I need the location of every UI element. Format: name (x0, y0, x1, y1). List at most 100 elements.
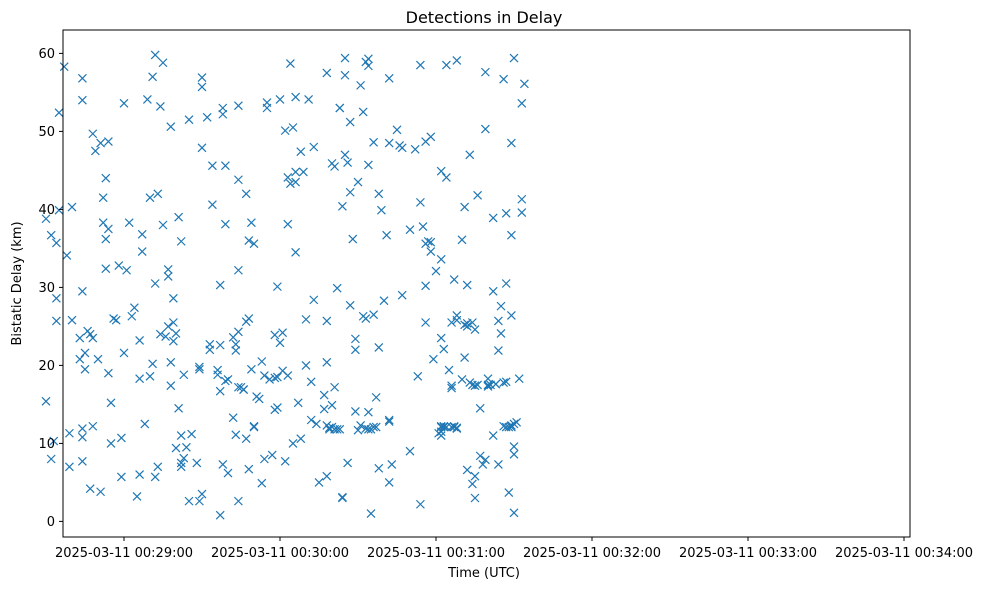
data-point (517, 194, 527, 204)
data-point (239, 385, 249, 395)
data-point (176, 458, 186, 468)
data-point (335, 424, 345, 434)
data-point (148, 359, 158, 369)
data-point (392, 125, 402, 135)
data-point (194, 362, 204, 372)
data-point (291, 167, 301, 177)
y-tick-label: 0 (47, 515, 55, 530)
data-point (215, 510, 225, 520)
data-point (233, 496, 243, 506)
data-point (436, 254, 446, 264)
x-tick-label: 2025-03-11 00:29:00 (55, 546, 193, 561)
data-point (241, 189, 251, 199)
data-point (285, 59, 295, 68)
data-point (512, 417, 522, 427)
data-point (77, 95, 87, 105)
data-point (176, 462, 186, 472)
data-point (374, 463, 384, 473)
data-point (304, 94, 314, 104)
data-point (150, 279, 160, 288)
data-point (421, 318, 431, 327)
data-point (470, 325, 480, 334)
data-point (249, 239, 259, 249)
data-point (428, 354, 438, 364)
data-point (350, 406, 360, 416)
data-point (363, 407, 373, 417)
data-point (187, 429, 197, 439)
data-point (397, 143, 407, 153)
data-point (467, 318, 477, 327)
data-point (103, 224, 113, 234)
data-point (426, 247, 436, 256)
data-point (155, 102, 165, 111)
data-point (374, 343, 384, 352)
data-point (158, 58, 168, 68)
data-point (96, 138, 106, 148)
data-point (153, 462, 163, 472)
data-point (207, 161, 217, 171)
data-point (415, 499, 425, 509)
data-point (51, 238, 61, 248)
x-tick-label: 2025-03-11 00:30:00 (211, 546, 349, 561)
data-point (122, 265, 132, 275)
data-point (77, 456, 87, 466)
data-point (218, 460, 228, 469)
data-point (80, 364, 90, 374)
data-point (504, 488, 514, 497)
data-point (397, 290, 407, 300)
data-point (283, 172, 293, 182)
data-point (246, 218, 256, 228)
data-point (457, 235, 467, 245)
data-point (488, 213, 498, 223)
data-point (291, 177, 301, 187)
data-point (501, 208, 511, 218)
data-point (228, 413, 238, 423)
data-point (462, 465, 472, 475)
data-point (135, 374, 145, 384)
data-point (309, 295, 319, 305)
y-tick-label: 20 (38, 359, 55, 374)
data-point (85, 329, 95, 339)
data-point (340, 150, 350, 160)
data-point (168, 336, 178, 346)
data-point (106, 398, 116, 408)
data-point (280, 126, 290, 136)
data-point (114, 261, 124, 270)
data-point (506, 421, 516, 430)
data-point (496, 301, 506, 311)
data-point (171, 443, 181, 453)
data-point (332, 283, 342, 293)
data-point (348, 234, 358, 244)
data-point (371, 422, 381, 432)
data-point (197, 82, 207, 92)
data-point (119, 348, 129, 358)
data-point (291, 247, 301, 257)
data-point (306, 377, 316, 387)
data-point (88, 129, 98, 139)
data-point (467, 479, 477, 489)
data-point (249, 421, 259, 431)
data-point (322, 471, 332, 481)
data-point (129, 303, 139, 313)
data-point (179, 453, 189, 463)
data-point (452, 55, 462, 65)
data-point (324, 423, 334, 433)
data-point (410, 144, 420, 154)
data-point (194, 496, 204, 506)
data-point (278, 328, 288, 338)
data-point (382, 230, 392, 240)
data-point (363, 160, 373, 170)
data-point (444, 365, 454, 375)
data-point (311, 419, 321, 429)
data-point (59, 62, 69, 72)
data-point (116, 472, 126, 482)
data-point (150, 50, 160, 60)
data-point (197, 73, 207, 83)
data-point (46, 454, 56, 464)
data-point (288, 123, 298, 132)
data-point (85, 484, 95, 494)
data-point (207, 200, 217, 210)
data-point (517, 98, 527, 108)
data-point (265, 375, 275, 384)
data-point (470, 471, 480, 481)
